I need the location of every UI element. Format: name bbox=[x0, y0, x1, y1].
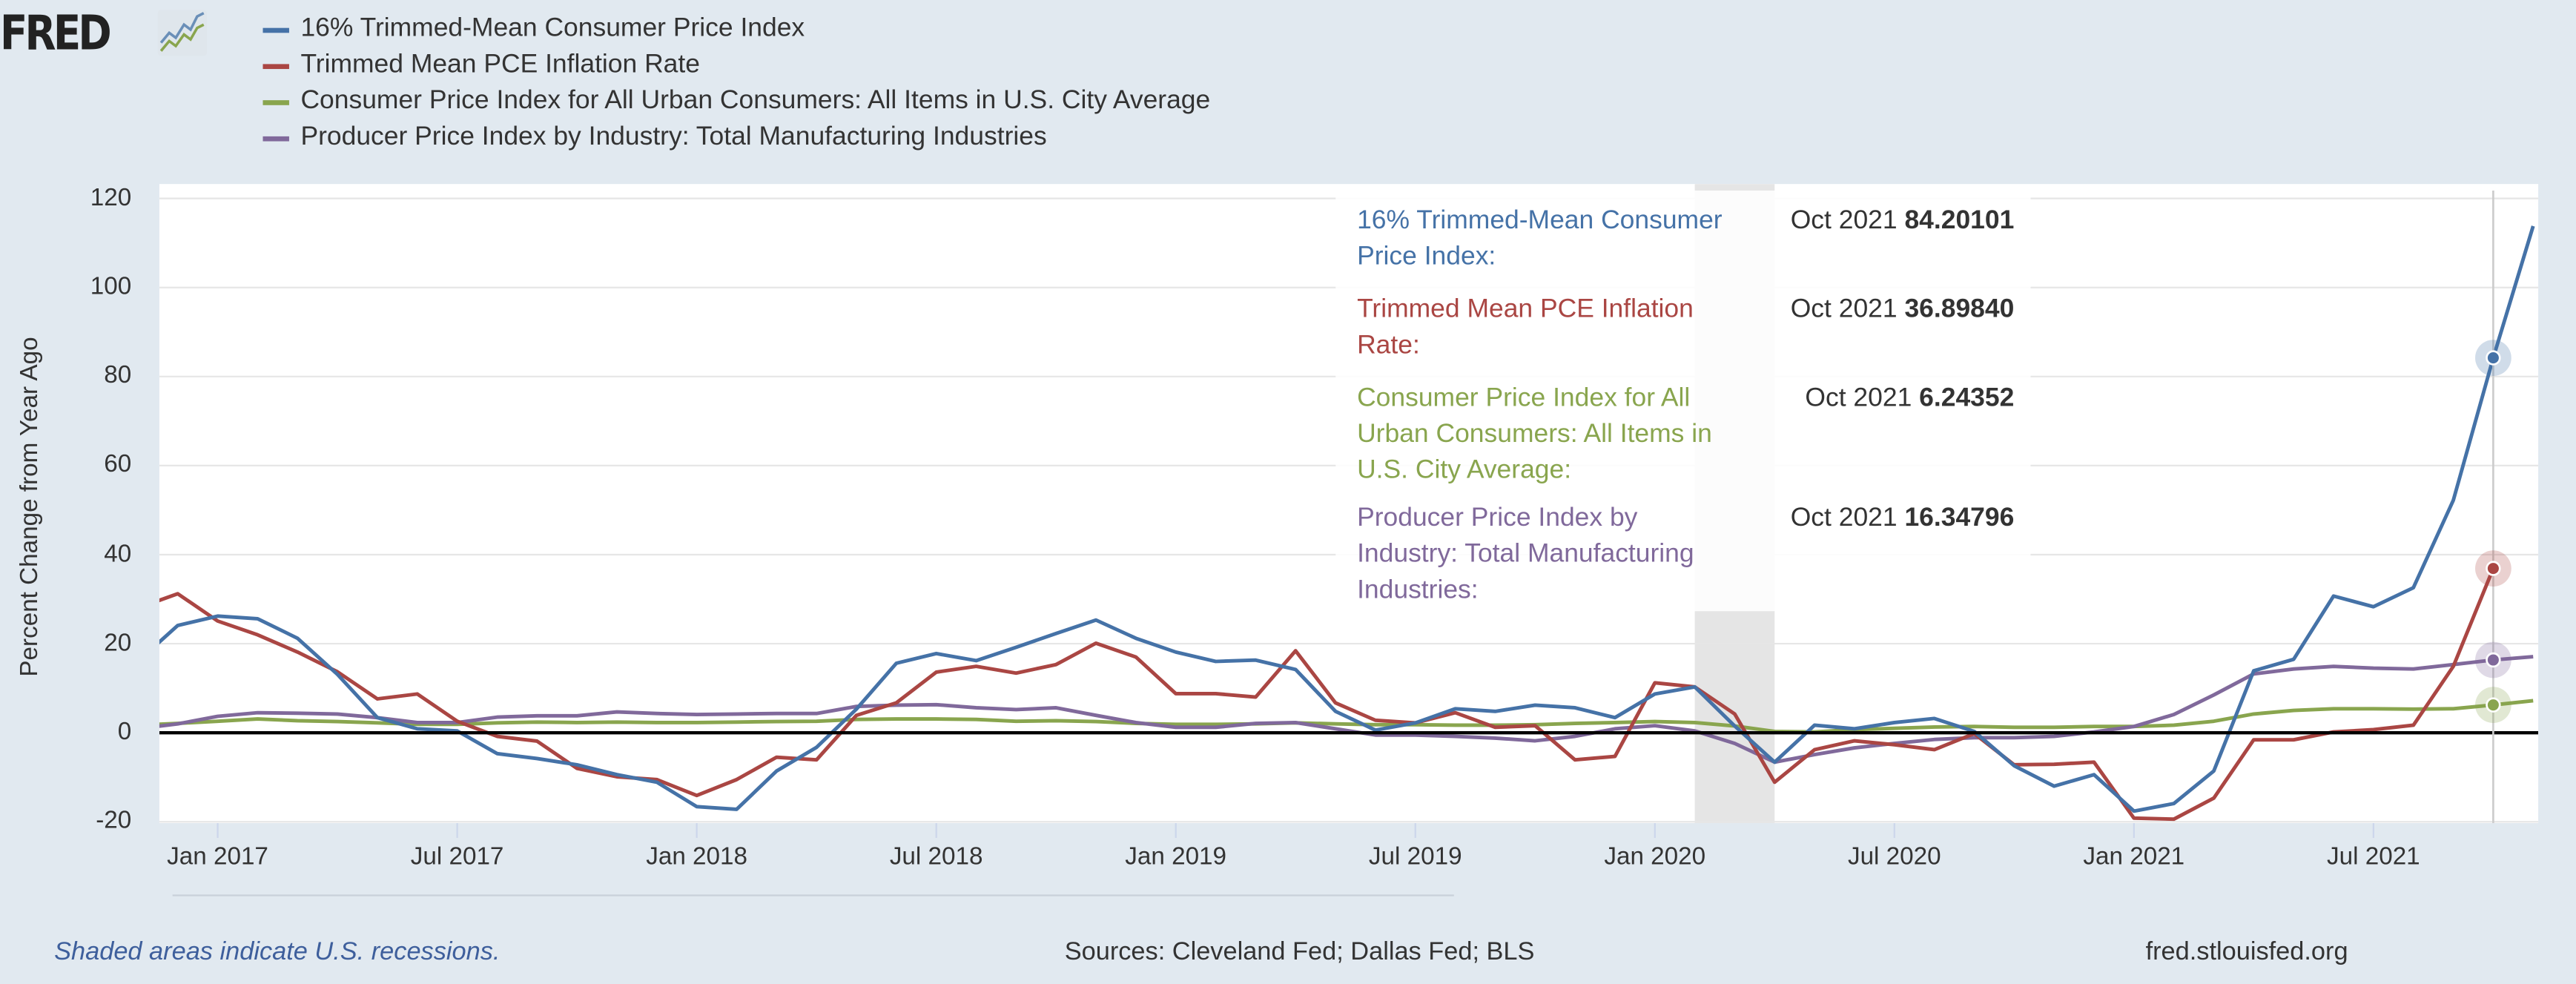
y-tick-label: 60 bbox=[104, 450, 132, 479]
tooltip-label: Consumer Price Index for All Urban Consu… bbox=[1357, 384, 1712, 485]
legend-swatch bbox=[262, 27, 289, 33]
legend: 16% Trimmed-Mean Consumer Price Index Tr… bbox=[262, 12, 1210, 156]
legend-swatch bbox=[262, 99, 289, 105]
legend-item-trimmed-cpi[interactable]: 16% Trimmed-Mean Consumer Price Index bbox=[262, 12, 1210, 48]
tooltip-label: 16% Trimmed-Mean Consumer Price Index: bbox=[1357, 207, 1723, 271]
y-tick-label: 40 bbox=[104, 540, 132, 568]
tooltip-value: 84.20101 bbox=[1904, 207, 2015, 235]
series-line-0[interactable] bbox=[138, 225, 2535, 813]
x-tick-label: Jan 2021 bbox=[2083, 842, 2185, 871]
legend-item-cpi[interactable]: Consumer Price Index for All Urban Consu… bbox=[262, 84, 1210, 120]
logo-text: FRED bbox=[0, 4, 112, 61]
data-point-marker[interactable] bbox=[2486, 350, 2501, 366]
tooltip-value: 36.89840 bbox=[1904, 295, 2015, 324]
data-point-marker[interactable] bbox=[2486, 561, 2501, 576]
legend-label: 16% Trimmed-Mean Consumer Price Index bbox=[300, 14, 805, 43]
site-link[interactable]: fred.stlouisfed.org bbox=[2145, 938, 2348, 966]
series-line-1[interactable] bbox=[138, 567, 2495, 822]
data-point-marker[interactable] bbox=[2486, 697, 2501, 713]
legend-label: Producer Price Index by Industry: Total … bbox=[300, 123, 1047, 151]
tooltip-value: 16.34796 bbox=[1904, 504, 2015, 532]
y-tick-label: 20 bbox=[104, 629, 132, 657]
legend-item-trimmed-pce[interactable]: Trimmed Mean PCE Inflation Rate bbox=[262, 47, 1210, 84]
y-tick-label: 100 bbox=[90, 272, 132, 301]
tooltip-date: Oct 2021 bbox=[1805, 384, 1912, 413]
tooltip-label: Producer Price Index by Industry: Total … bbox=[1357, 504, 1694, 605]
x-tick-label: Jul 2020 bbox=[1847, 842, 1941, 871]
x-tick-label: Jul 2019 bbox=[1368, 842, 1462, 871]
recession-note: Shaded areas indicate U.S. recessions. bbox=[54, 938, 501, 966]
y-tick-label: 0 bbox=[117, 718, 132, 746]
sources: Sources: Cleveland Fed; Dallas Fed; BLS bbox=[1064, 938, 1535, 966]
x-tick-label: Jul 2021 bbox=[2327, 842, 2420, 871]
x-tick-label: Jul 2018 bbox=[889, 842, 983, 871]
y-tick-label: 120 bbox=[90, 183, 132, 212]
x-tick-label: Jul 2017 bbox=[410, 842, 504, 871]
fred-logo[interactable]: FRED bbox=[0, 4, 208, 61]
tooltip-value: 6.24352 bbox=[1919, 384, 2015, 413]
legend-swatch bbox=[262, 135, 289, 141]
series-line-3[interactable] bbox=[138, 655, 2534, 765]
y-tick-label: 80 bbox=[104, 361, 132, 390]
tooltip-date: Oct 2021 bbox=[1790, 207, 1898, 235]
tooltip-date: Oct 2021 bbox=[1790, 295, 1898, 324]
legend-label: Trimmed Mean PCE Inflation Rate bbox=[300, 50, 700, 79]
data-point-marker[interactable] bbox=[2486, 652, 2501, 668]
x-tick-label: Jan 2020 bbox=[1604, 842, 1706, 871]
legend-swatch bbox=[262, 63, 289, 68]
x-tick-label: Jan 2019 bbox=[1125, 842, 1227, 871]
tooltip-label: Trimmed Mean PCE Inflation Rate: bbox=[1357, 295, 1694, 360]
legend-label: Consumer Price Index for All Urban Consu… bbox=[300, 87, 1211, 116]
tooltip: 16% Trimmed-Mean Consumer Price Index: O… bbox=[1335, 191, 2031, 612]
x-tick-label: Jan 2018 bbox=[646, 842, 747, 871]
tooltip-date: Oct 2021 bbox=[1790, 504, 1898, 532]
chart-logo-icon bbox=[157, 10, 208, 56]
legend-item-ppi[interactable]: Producer Price Index by Industry: Total … bbox=[262, 120, 1210, 156]
y-tick-label: -20 bbox=[96, 807, 132, 835]
x-tick-label: Jan 2017 bbox=[167, 842, 268, 871]
